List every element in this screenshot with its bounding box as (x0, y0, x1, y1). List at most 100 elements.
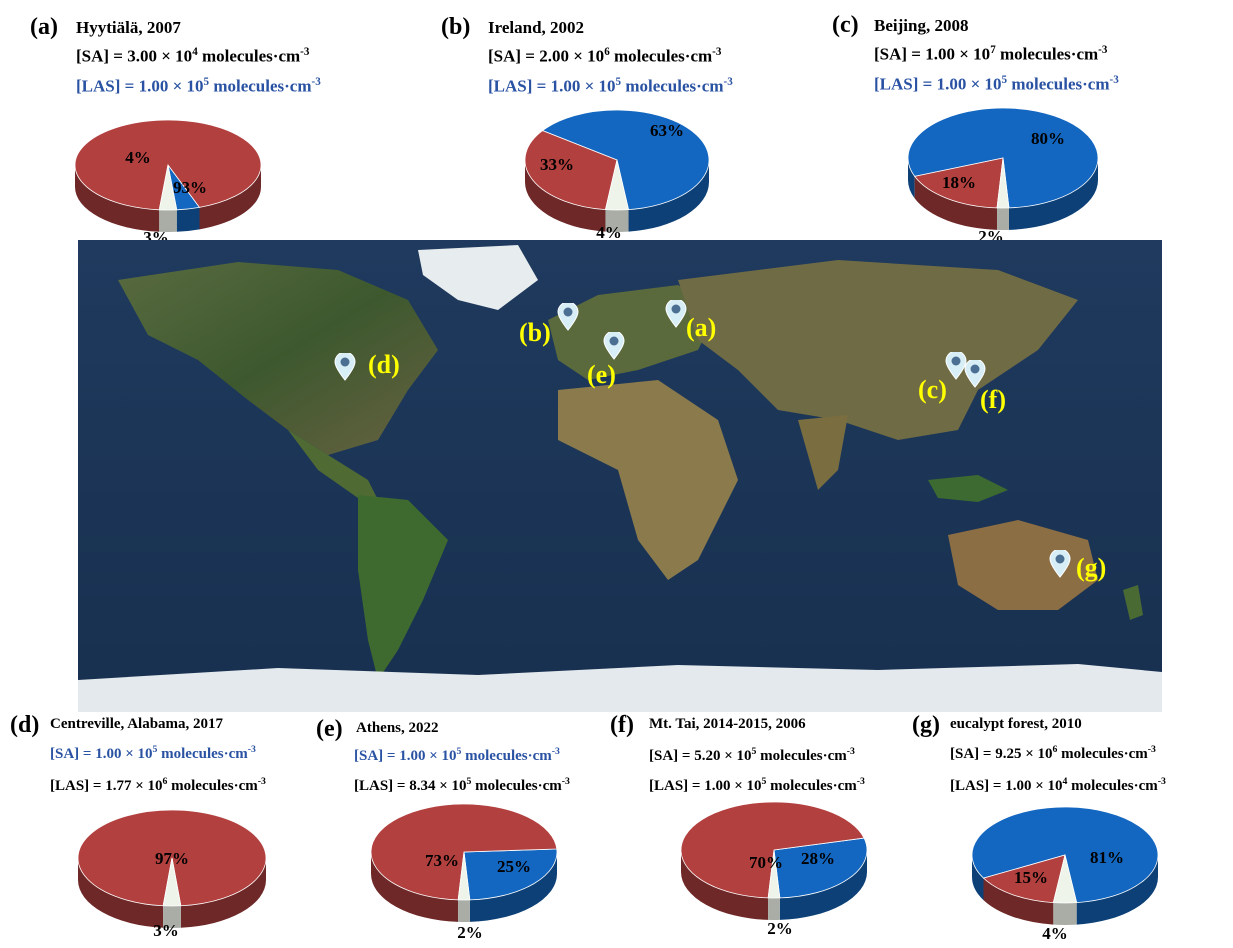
equation-text: molecules·cm (1067, 778, 1158, 794)
pie-side-red (199, 165, 261, 230)
panel-label: (b) (441, 14, 471, 40)
exponent: -3 (1157, 776, 1166, 787)
pie-side-red (525, 160, 606, 232)
exponent: -3 (1098, 44, 1108, 56)
pie-side-red (983, 878, 1054, 925)
exponent: -3 (846, 746, 855, 757)
pie-label-blue: 25% (497, 857, 531, 876)
map-label-b: (b) (519, 318, 551, 347)
pie-label-blue: 63% (650, 121, 684, 140)
las-line: [LAS] = 1.00 × 105 molecules·cm-3 (488, 76, 733, 97)
site-name: Beijing, 2008 (874, 16, 969, 35)
pie-slice-red (524, 130, 618, 211)
exponent: -3 (856, 776, 865, 787)
location-pin-icon (603, 332, 625, 360)
pie-side-white (997, 207, 1009, 230)
location-pin-icon[interactable] (963, 360, 987, 388)
site-name: Hyytiälä, 2007 (76, 18, 181, 37)
las-line: [LAS] = 1.77 × 106 molecules·cm-3 (50, 776, 266, 795)
location-pin-icon[interactable] (556, 303, 580, 331)
location-pin-icon[interactable] (333, 353, 357, 381)
pie-label-white: 4% (1042, 924, 1068, 943)
exponent: 5 (751, 746, 757, 757)
equation-text: [LAS] = 8.34 × 10 (354, 778, 467, 794)
pie-side-blue (1076, 855, 1158, 925)
pie-side-red (180, 858, 266, 928)
panel-label: (e) (316, 716, 343, 742)
equation-text: [SA] = 1.00 × 10 (874, 44, 991, 64)
location-pin-icon[interactable] (1048, 550, 1072, 578)
equation-text: molecules·cm (621, 76, 724, 96)
pie-side-white (458, 899, 470, 922)
pie-side-white (1053, 902, 1077, 925)
map-label-c: (c) (918, 375, 947, 404)
equation-text: molecules·cm (995, 44, 1099, 64)
location-pin-icon[interactable] (944, 352, 968, 380)
location-pin-icon (964, 360, 986, 388)
site-name: Mt. Tai, 2014-2015, 2006 (649, 716, 806, 732)
location-pin-icon[interactable] (664, 300, 688, 328)
pie-side-red (75, 165, 160, 232)
pie-label-blue: 80% (1031, 129, 1065, 148)
equation-text: molecules·cm (157, 746, 248, 762)
pie-label-white: 4% (596, 223, 622, 242)
pie-chart-b: 63% 33% 4% (524, 109, 710, 242)
exponent: -3 (712, 46, 722, 58)
pie-label-red: 70% (749, 853, 783, 872)
map-label-d: (d) (368, 350, 400, 379)
panel-label: (d) (10, 712, 40, 738)
las-line: [LAS] = 1.00 × 104 molecules·cm-3 (950, 776, 1166, 795)
pie-chart-f: 28% 70% 2% (680, 801, 868, 938)
equation-text: molecules·cm (471, 778, 562, 794)
equation-text: [LAS] = 1.77 × 10 (50, 778, 163, 794)
equation-text: molecules·cm (461, 748, 552, 764)
equation-text: molecules·cm (756, 748, 847, 764)
exponent: 6 (604, 46, 610, 58)
exponent: 6 (162, 776, 168, 787)
equation-text: molecules·cm (209, 76, 312, 96)
map-label-a: (a) (686, 313, 717, 342)
equation-text: [SA] = 1.00 × 10 (354, 748, 457, 764)
equation-text: [LAS] = 1.00 × 10 (874, 74, 1002, 94)
pie-side-red (78, 858, 164, 928)
pie-slice-blue (463, 848, 558, 901)
pie-side-blue (1008, 158, 1098, 230)
pie-side-blue (176, 207, 200, 232)
exponent: 5 (203, 76, 210, 88)
pie-chart-a: 4%93%3% (74, 119, 262, 247)
pie-side-blue (972, 855, 984, 901)
world-map-image (78, 240, 1162, 712)
equation-text: [LAS] = 1.00 × 10 (488, 76, 616, 96)
equation-text: molecules·cm (167, 778, 258, 794)
pie-label-red: 97% (155, 849, 189, 868)
location-pin-icon[interactable] (602, 332, 626, 360)
equation-text: [LAS] = 1.00 × 10 (76, 76, 204, 96)
exponent: 5 (152, 744, 158, 755)
location-pin-icon (334, 353, 356, 381)
panel-label: (c) (832, 12, 859, 38)
panel-label: (f) (610, 712, 634, 738)
location-pin-icon (1049, 550, 1071, 578)
pie-side-white (159, 209, 177, 233)
exponent: 5 (456, 746, 462, 757)
world-map: (d) (b) (e) (a) (c) (f) (g) (78, 240, 1162, 712)
panel-label: (a) (30, 14, 58, 40)
equation-text: molecules·cm (1007, 74, 1110, 94)
sa-line: [SA] = 2.00 × 106 molecules·cm-3 (488, 46, 721, 67)
exponent: -3 (561, 776, 570, 787)
equation-text: [SA] = 1.00 × 10 (50, 746, 153, 762)
map-label-f: (f) (980, 385, 1006, 414)
location-pin-icon (665, 300, 687, 328)
equation-text: [SA] = 5.20 × 10 (649, 748, 752, 764)
exponent: -3 (257, 776, 266, 787)
pie-side-red (681, 850, 769, 920)
pie-label-red: 93% (173, 178, 207, 197)
pie-chart-g: 81% 15% 4% (971, 806, 1159, 943)
pie-chart-e: 25% 73% 2% (370, 803, 558, 942)
las-line: [LAS] = 1.00 × 105 molecules·cm-3 (649, 776, 865, 795)
exponent: 5 (1001, 74, 1008, 86)
equation-text: molecules·cm (766, 778, 857, 794)
pie-side-blue (779, 850, 867, 920)
pie-slice-red (680, 801, 865, 899)
